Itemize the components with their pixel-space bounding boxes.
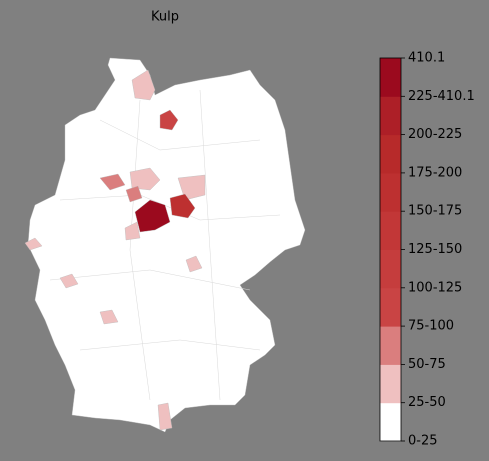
colorbar-label: 25-50 <box>408 395 446 410</box>
colorbar-label: 200-225 <box>408 127 462 142</box>
colorbar-label: 150-175 <box>408 204 462 219</box>
colorbar-label: 225-410.1 <box>408 89 475 104</box>
colorbar-label: 125-150 <box>408 242 462 257</box>
colorbar: 0-25 25-50 50-75 75-100 100-125 125-150 150-17… <box>379 51 475 449</box>
colorbar-label: 50-75 <box>408 357 446 372</box>
colorbar-band <box>380 364 401 404</box>
district <box>131 69 156 101</box>
colorbar-band <box>380 326 401 365</box>
district <box>24 237 43 251</box>
district <box>99 309 119 325</box>
district <box>157 402 173 431</box>
district <box>159 109 179 131</box>
colorbar-label: 100-125 <box>408 280 462 295</box>
district <box>129 167 161 191</box>
district <box>169 193 196 219</box>
district <box>177 174 206 201</box>
colorbar-band <box>380 287 401 327</box>
district <box>99 173 126 191</box>
district-borders <box>49 89 281 401</box>
germany-map <box>24 57 306 433</box>
colorbar-label: 410.1 <box>408 51 445 66</box>
colorbar-band <box>380 96 401 136</box>
country-outline <box>27 57 306 433</box>
district <box>125 185 143 203</box>
colorbar-band <box>380 134 401 174</box>
district <box>134 199 171 233</box>
colorbar-label: 175-200 <box>408 165 462 180</box>
colorbar-band <box>380 172 401 212</box>
colorbar-band <box>380 58 401 97</box>
district <box>185 255 203 273</box>
district <box>59 273 79 289</box>
colorbar-band <box>380 211 401 250</box>
district <box>124 221 141 241</box>
colorbar-label: 75-100 <box>408 319 454 334</box>
colorbar-label: 0-25 <box>408 434 438 449</box>
map-title: Kulp <box>151 10 179 25</box>
colorbar-band <box>380 249 401 289</box>
colorbar-band <box>380 402 401 442</box>
